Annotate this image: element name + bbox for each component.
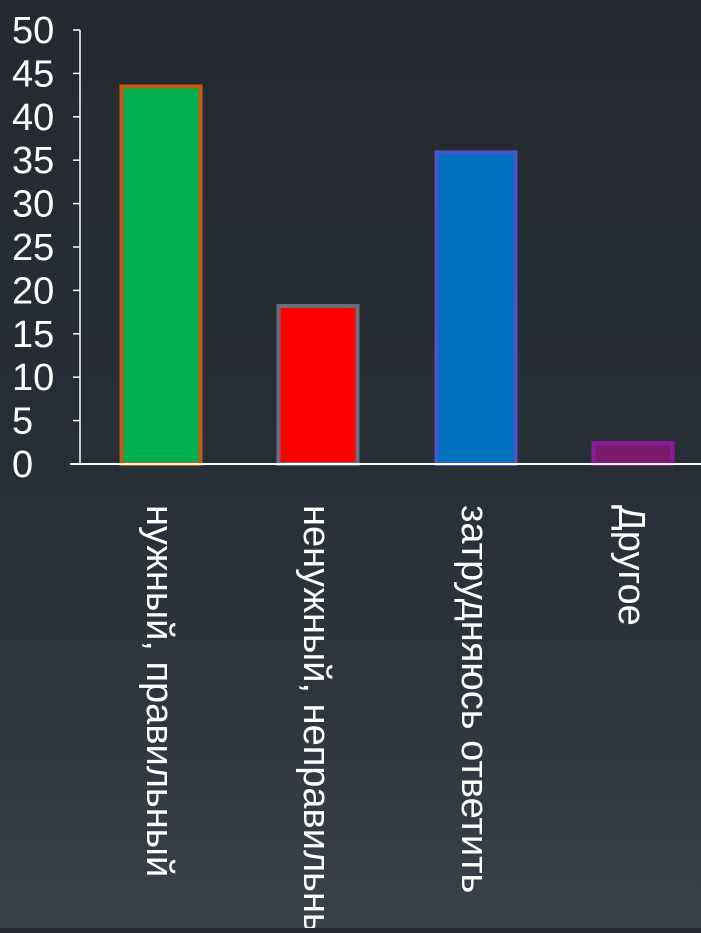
y-tick-label: 20 [12,270,54,312]
y-tick-label: 50 [12,10,54,52]
bar [276,304,360,466]
x-tick-label: Другое [610,505,652,626]
x-axis-labels: нужный, правильный ненужный, неправильный… [138,505,652,933]
x-tick-label: ненужный, неправильный [295,505,337,928]
y-tick-label: 40 [12,97,54,139]
y-tick-label: 0 [12,444,33,486]
x-tick-label: затрудняюсь ответить [453,505,495,893]
y-tick-label: 15 [12,314,54,356]
bars [119,84,675,466]
y-tick-label: 35 [12,140,54,182]
y-tick-label: 10 [12,357,54,399]
y-tick-label: 5 [12,401,33,443]
bar [434,150,518,466]
y-tick-label: 30 [12,184,54,226]
x-tick-label: нужный, правильный [138,505,180,877]
y-tick-label: 45 [12,53,54,95]
bar [591,441,675,466]
bar [119,84,203,466]
y-tick-label: 25 [12,227,54,269]
